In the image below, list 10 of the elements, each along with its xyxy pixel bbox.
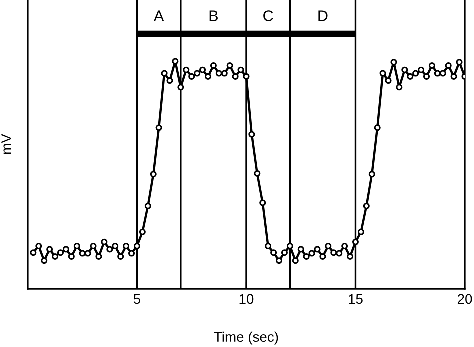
text: C	[264, 10, 274, 22]
x-tick-label: 20	[458, 294, 472, 304]
x-tick-label: 5	[134, 294, 141, 304]
text: D	[318, 10, 328, 22]
x-tick-label: 10	[240, 294, 254, 304]
x-axis-title: Time (sec)	[214, 332, 278, 345]
x-tick-label: 15	[349, 294, 363, 304]
y-axis-title: mV	[2, 134, 12, 154]
text: B	[210, 10, 218, 22]
text: A	[154, 10, 164, 22]
